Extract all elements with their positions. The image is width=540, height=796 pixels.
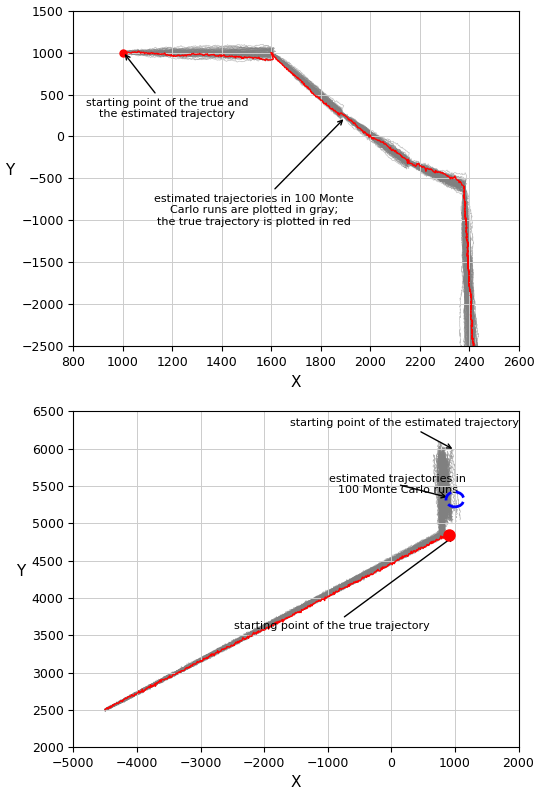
Text: starting point of the estimated trajectory: starting point of the estimated trajecto…	[289, 418, 518, 448]
Y-axis label: Y: Y	[5, 163, 15, 178]
X-axis label: X: X	[291, 775, 301, 790]
Text: estimated trajectories in
100 Monte Carlo runs: estimated trajectories in 100 Monte Carl…	[329, 474, 466, 498]
X-axis label: X: X	[291, 375, 301, 390]
Text: starting point of the true trajectory: starting point of the true trajectory	[234, 537, 453, 631]
Text: starting point of the true and
the estimated trajectory: starting point of the true and the estim…	[86, 55, 248, 119]
Text: estimated trajectories in 100 Monte
Carlo runs are plotted in gray;
the true tra: estimated trajectories in 100 Monte Carl…	[154, 120, 354, 227]
Y-axis label: Y: Y	[16, 564, 25, 579]
